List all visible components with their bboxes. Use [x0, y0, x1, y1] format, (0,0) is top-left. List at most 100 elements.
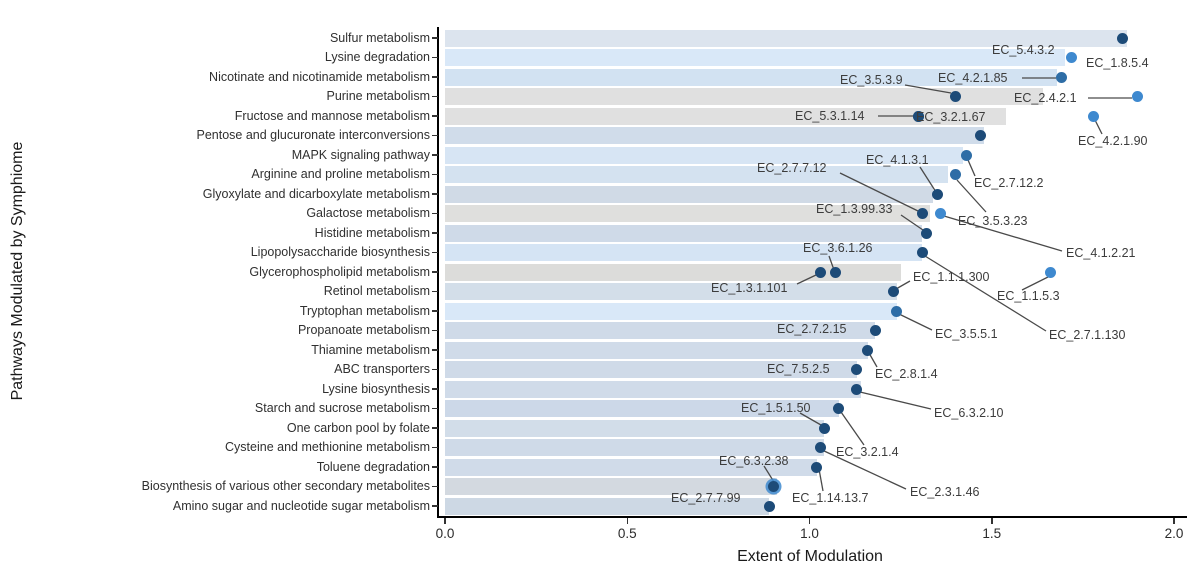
ec-dot [829, 266, 841, 278]
x-tick-label: 1.0 [800, 526, 819, 541]
label-connector [868, 352, 878, 368]
ec-dot [1132, 91, 1144, 102]
label-connector [840, 411, 865, 446]
ec-label: EC_3.5.3.9 [840, 73, 903, 87]
y-tick-label: Toluene degradation [316, 459, 430, 474]
ec-dot [949, 91, 961, 102]
ec-dot [1117, 32, 1129, 44]
y-tick-label: One carbon pool by folate [286, 420, 430, 435]
y-tick-label: Thiamine metabolism [311, 342, 430, 357]
ec-label: EC_5.4.3.2 [992, 43, 1055, 57]
ec-dot [975, 130, 987, 141]
label-connector [859, 391, 932, 410]
pathway-bar [445, 439, 825, 456]
y-tick-label: Fructose and mannose metabolism [234, 108, 430, 123]
x-axis-title: Extent of Modulation [737, 548, 883, 565]
ec-label: EC_3.2.1.67 [916, 110, 986, 124]
y-tick-mark [432, 232, 438, 234]
ec-label: EC_1.5.1.50 [741, 401, 811, 415]
pathway-bar [445, 341, 868, 359]
ec-label: EC_2.7.1.130 [1049, 328, 1126, 342]
y-tick-mark [432, 154, 438, 156]
ec-dot [931, 188, 943, 200]
ec-dot [818, 422, 830, 434]
x-tick-label: 1.5 [982, 526, 1002, 541]
label-connector [839, 172, 919, 212]
label-connector [763, 465, 775, 483]
x-tick-mark [808, 518, 811, 524]
ec-label: EC_4.2.1.90 [1078, 134, 1148, 148]
y-tick-label: Tryptophan metabolism [299, 303, 430, 318]
ec-dot [949, 169, 961, 180]
y-tick-mark [432, 446, 438, 449]
label-connector [895, 280, 911, 290]
x-tick-mark [444, 518, 446, 524]
pathway-bar [445, 224, 923, 242]
ec-dot [920, 227, 932, 239]
ec-dot [1044, 266, 1056, 278]
ec-dot [887, 286, 899, 297]
label-connector [1094, 119, 1103, 135]
pathway-bar [445, 127, 985, 144]
ec-label: EC_2.8.1.4 [875, 367, 938, 381]
y-tick-mark [432, 212, 438, 215]
pathway-bar [445, 166, 948, 183]
ec-dot [814, 266, 826, 278]
label-connector [818, 468, 824, 492]
pathway-bar [445, 361, 857, 378]
ec-label: EC_7.5.2.5 [767, 362, 830, 376]
y-tick-label: Nicotinate and nicotinamide metabolism [209, 69, 430, 84]
y-tick-mark [432, 310, 438, 312]
y-tick-label: Retinol metabolism [323, 284, 430, 298]
y-tick-mark [432, 251, 438, 254]
label-connector [900, 214, 924, 231]
pathway-bar [445, 88, 1043, 105]
label-connector [821, 449, 907, 490]
ec-label: EC_1.8.5.4 [1086, 56, 1149, 70]
label-connector [904, 84, 952, 94]
pathway-bar [445, 283, 897, 300]
ec-label: EC_2.7.7.12 [757, 161, 827, 175]
x-tick-mark [1173, 518, 1175, 524]
ec-dot [851, 383, 863, 395]
y-tick-label: ABC transporters [334, 362, 430, 376]
pathway-bar [445, 263, 901, 281]
ec-dot [1055, 71, 1067, 83]
label-connector [898, 313, 933, 331]
y-tick-label: Histidine metabolism [314, 225, 430, 240]
y-tick-label: Pentose and glucuronate interconversions [196, 128, 430, 142]
ec-label: EC_2.4.2.1 [1014, 91, 1077, 105]
y-tick-label: Lysine biosynthesis [322, 381, 430, 396]
ec-dot [814, 442, 826, 453]
y-tick-mark [432, 271, 438, 273]
y-tick-mark [432, 56, 438, 59]
y-tick-label: Sulfur metabolism [329, 30, 430, 45]
x-tick-mark [626, 518, 628, 524]
ec-label: EC_4.1.3.1 [866, 153, 929, 167]
ec-label: EC_4.2.1.85 [938, 71, 1008, 85]
ec-dot [935, 208, 947, 219]
ec-dot [763, 500, 775, 512]
ec-label: EC_2.7.2.15 [777, 322, 847, 336]
ec-label: EC_1.3.99.33 [816, 202, 893, 216]
y-tick-mark [432, 76, 438, 78]
y-tick-mark [432, 407, 438, 410]
ec-label: EC_2.7.12.2 [974, 176, 1044, 190]
y-tick-label: Glycerophospholipid metabolism [249, 264, 430, 279]
y-tick-mark [432, 134, 438, 137]
ec-dot [869, 325, 881, 336]
ec-dot [833, 403, 845, 414]
pathway-bar [445, 419, 825, 437]
pathway-bar [445, 68, 1058, 86]
y-tick-label: MAPK signaling pathway [291, 147, 430, 162]
pathway-bar [445, 185, 934, 203]
y-axis-line [437, 27, 439, 518]
y-tick-mark [432, 173, 438, 176]
y-tick-label: Starch and sucrose metabolism [254, 401, 430, 415]
pathway-bar [445, 244, 923, 261]
ec-dot [862, 344, 874, 356]
ec-label: EC_3.6.1.26 [803, 241, 873, 255]
ec-label: EC_1.3.1.101 [711, 281, 788, 295]
label-connector [967, 159, 976, 177]
